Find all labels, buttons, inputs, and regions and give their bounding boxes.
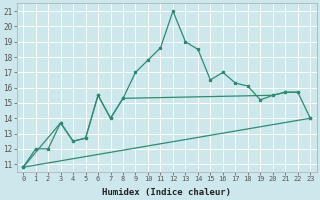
X-axis label: Humidex (Indice chaleur): Humidex (Indice chaleur) — [102, 188, 231, 197]
